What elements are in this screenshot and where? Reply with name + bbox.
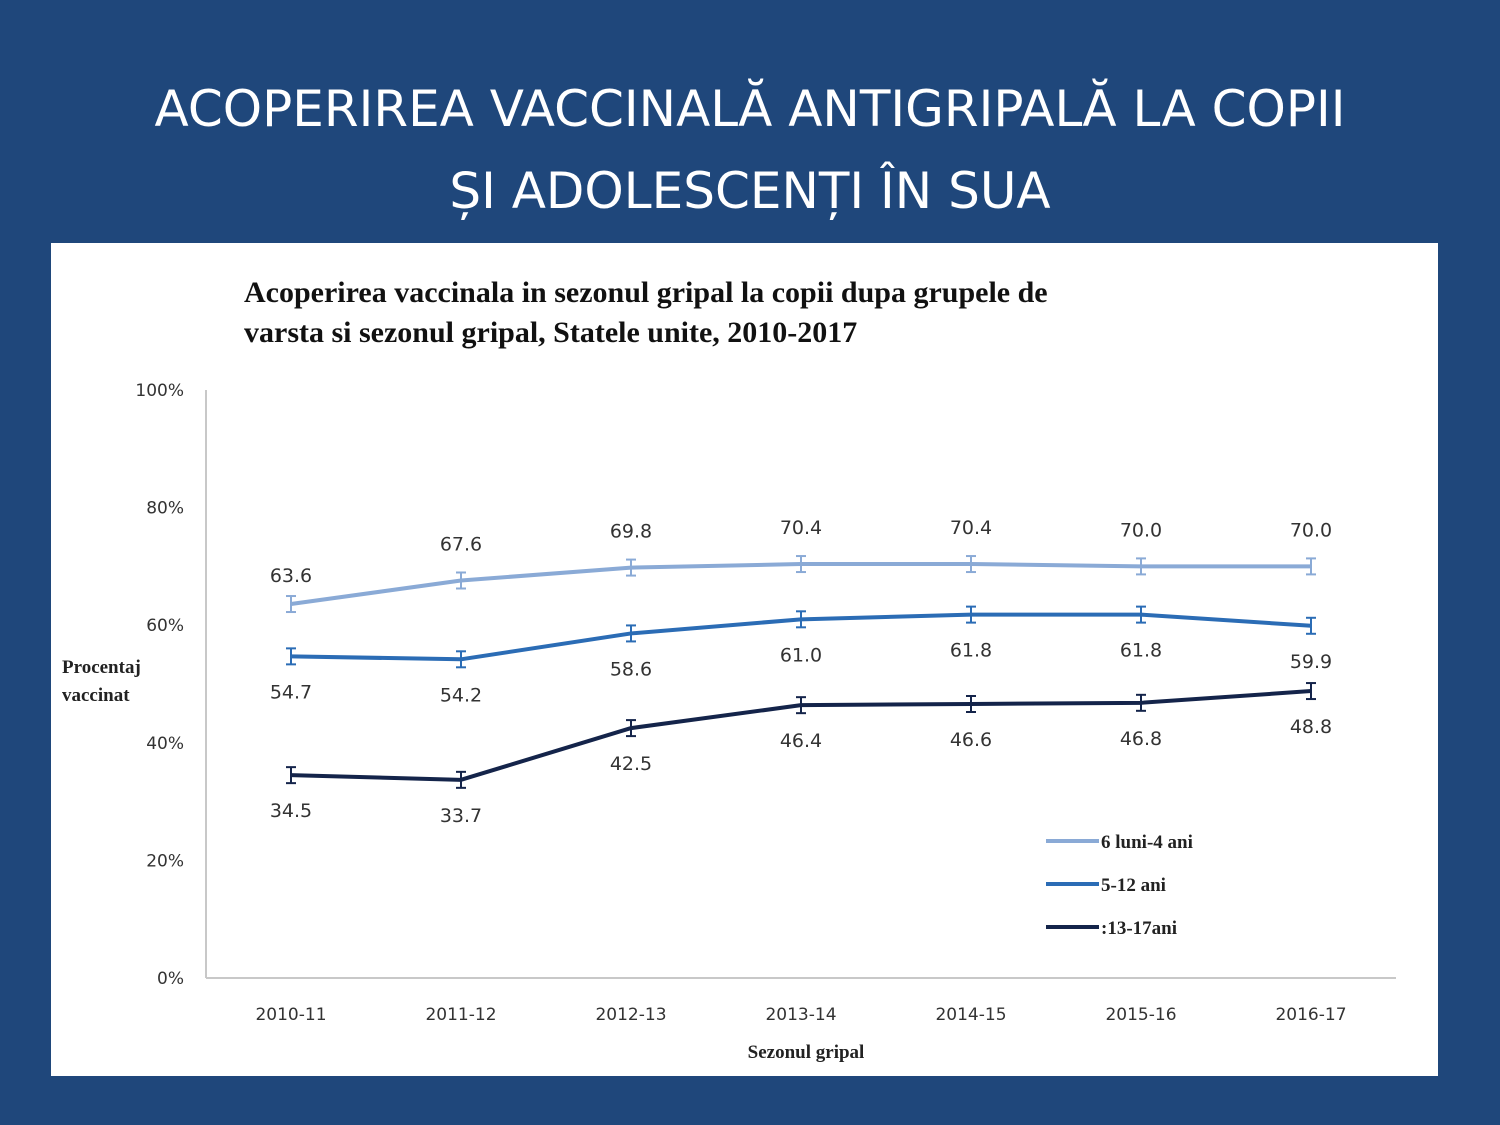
data-label: 54.7 <box>270 681 312 703</box>
x-tick-label: 2012-13 <box>595 1005 666 1025</box>
y-tick-label: 60% <box>146 616 184 636</box>
error-bar <box>286 647 296 666</box>
error-bar <box>966 694 976 713</box>
x-tick-label: 2015-16 <box>1105 1005 1176 1025</box>
y-tick-label: 20% <box>146 851 184 871</box>
data-label: 63.6 <box>270 565 312 587</box>
error-bar <box>1136 605 1146 624</box>
error-bar <box>286 595 296 614</box>
slide-title: ACOPERIREA VACCINALĂ ANTIGRIPALĂ LA COPI… <box>0 68 1500 232</box>
error-bar <box>1136 557 1146 576</box>
data-label: 59.9 <box>1290 651 1332 673</box>
data-label: 67.6 <box>440 534 482 556</box>
line-chart: 0% 20% 40% 60% 80% 100% 2010-11 2011-12 2012-13 2… <box>62 381 1396 1063</box>
data-label: 70.4 <box>950 517 992 539</box>
data-label: 33.7 <box>440 805 482 827</box>
chart-series: 63.6 67.6 69.8 70.4 70.4 70.0 70.0 54.7 54.2 58.6… <box>270 517 1332 827</box>
data-label: 48.8 <box>1290 716 1332 738</box>
data-label: 61.0 <box>780 644 822 666</box>
error-bar <box>626 624 636 643</box>
data-label: 70.4 <box>780 517 822 539</box>
series-1: 63.6 67.6 69.8 70.4 70.4 70.0 70.0 <box>270 517 1332 614</box>
data-label: 46.8 <box>1120 728 1162 750</box>
data-label: 69.8 <box>610 521 652 543</box>
x-axis-title: Sezonul gripal <box>748 1042 865 1063</box>
chart-title: Acoperirea vaccinala in sezonul gripal l… <box>244 273 1394 353</box>
data-label: 61.8 <box>950 640 992 662</box>
x-tick-label: 2010-11 <box>255 1005 326 1025</box>
x-tick-label: 2016-17 <box>1275 1005 1346 1025</box>
error-bar <box>456 571 466 590</box>
error-bar <box>796 696 806 715</box>
data-label: 61.8 <box>1120 640 1162 662</box>
chart-panel: Acoperirea vaccinala in sezonul gripal l… <box>51 243 1438 1076</box>
legend-item: 6 luni-4 ani <box>1046 832 1193 853</box>
error-bar <box>1306 616 1316 635</box>
y-axis-title-line-1: Procentaj <box>62 657 141 678</box>
error-bar <box>456 770 466 789</box>
error-bar <box>286 766 296 785</box>
slide-title-line-2: ȘI ADOLESCENȚI ÎN SUA <box>449 162 1051 220</box>
error-bar <box>796 555 806 574</box>
data-label: 42.5 <box>610 753 652 775</box>
error-bar <box>1306 557 1316 576</box>
data-label: 70.0 <box>1120 519 1162 541</box>
data-label: 58.6 <box>610 658 652 680</box>
chart-title-line-2: varsta si sezonul gripal, Statele unite,… <box>244 316 858 349</box>
chart-axes: 0% 20% 40% 60% 80% 100% 2010-11 2011-12 2012-13 2… <box>135 381 1396 1025</box>
series-3: 34.5 33.7 42.5 46.4 46.6 46.8 48.8 <box>270 682 1332 827</box>
legend-label: 5-12 ani <box>1101 875 1166 896</box>
x-tick-label: 2014-15 <box>935 1005 1006 1025</box>
series-2: 54.7 54.2 58.6 61.0 61.8 61.8 59.9 <box>270 605 1332 706</box>
x-tick-label: 2011-12 <box>425 1005 496 1025</box>
error-bar <box>796 610 806 629</box>
y-tick-label: 40% <box>146 734 184 754</box>
legend-label: :13-17ani <box>1101 918 1177 939</box>
error-bar <box>456 650 466 669</box>
error-bar <box>1136 693 1146 712</box>
data-label: 70.0 <box>1290 519 1332 541</box>
chart-legend: 6 luni-4 ani 5-12 ani :13-17ani <box>1046 832 1193 939</box>
y-tick-label: 80% <box>146 499 184 519</box>
data-label: 46.4 <box>780 730 822 752</box>
data-label: 54.2 <box>440 684 482 706</box>
data-label: 46.6 <box>950 729 992 751</box>
error-bar <box>966 555 976 574</box>
legend-item: 5-12 ani <box>1046 875 1166 896</box>
error-bar <box>626 719 636 738</box>
chart-title-line-1: Acoperirea vaccinala in sezonul gripal l… <box>244 276 1048 309</box>
x-tick-label: 2013-14 <box>765 1005 836 1025</box>
legend-item: :13-17ani <box>1046 918 1177 939</box>
y-tick-label: 100% <box>135 381 184 401</box>
error-bar <box>966 605 976 624</box>
data-label: 34.5 <box>270 800 312 822</box>
slide-title-line-1: ACOPERIREA VACCINALĂ ANTIGRIPALĂ LA COPI… <box>154 80 1346 138</box>
error-bar <box>626 558 636 577</box>
legend-label: 6 luni-4 ani <box>1101 832 1193 853</box>
y-tick-label: 0% <box>157 969 184 989</box>
y-axis-title-line-2: vaccinat <box>62 685 130 706</box>
error-bar <box>1306 682 1316 701</box>
